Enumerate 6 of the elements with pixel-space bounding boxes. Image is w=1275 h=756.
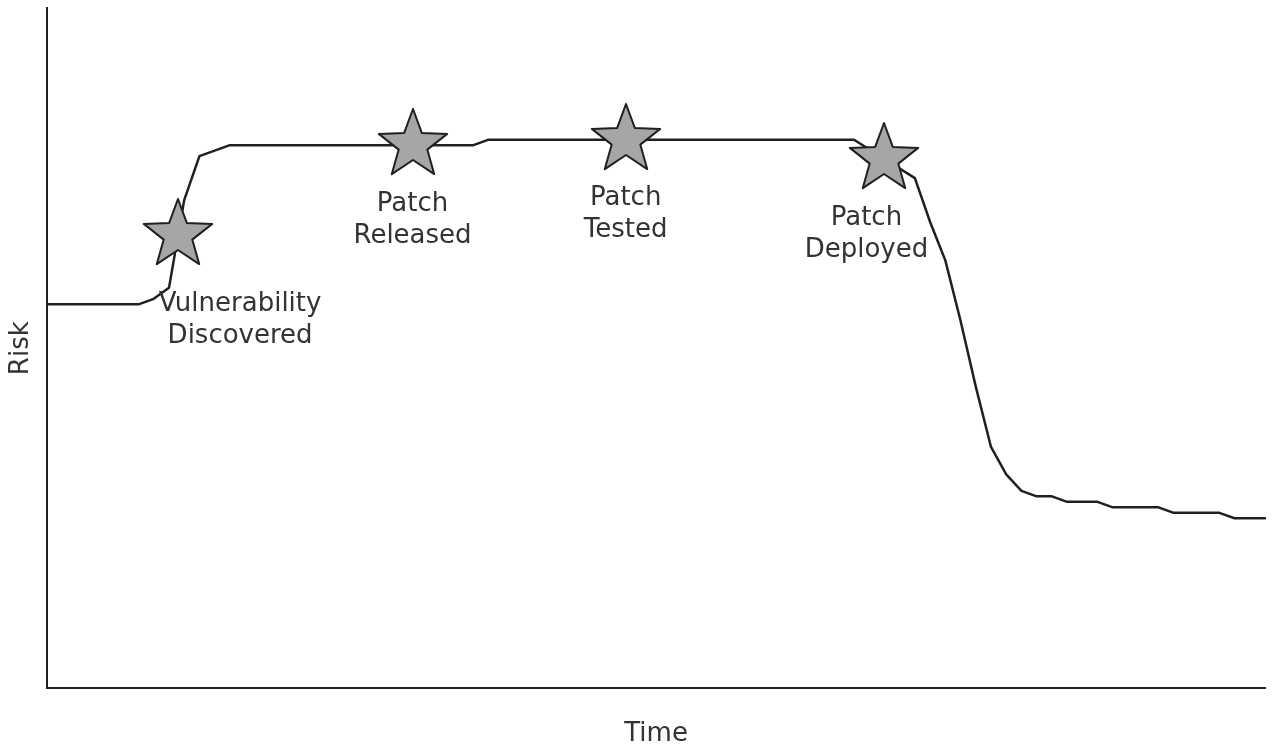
x-axis-title: Time xyxy=(623,717,688,748)
annotation: Patch Deployed xyxy=(804,200,929,263)
annotation: Patch Released xyxy=(353,186,472,249)
annotation: Vulnerability Discovered xyxy=(158,286,322,349)
annotation: Patch Tested xyxy=(582,181,668,244)
y-axis-title: Risk xyxy=(4,321,35,376)
